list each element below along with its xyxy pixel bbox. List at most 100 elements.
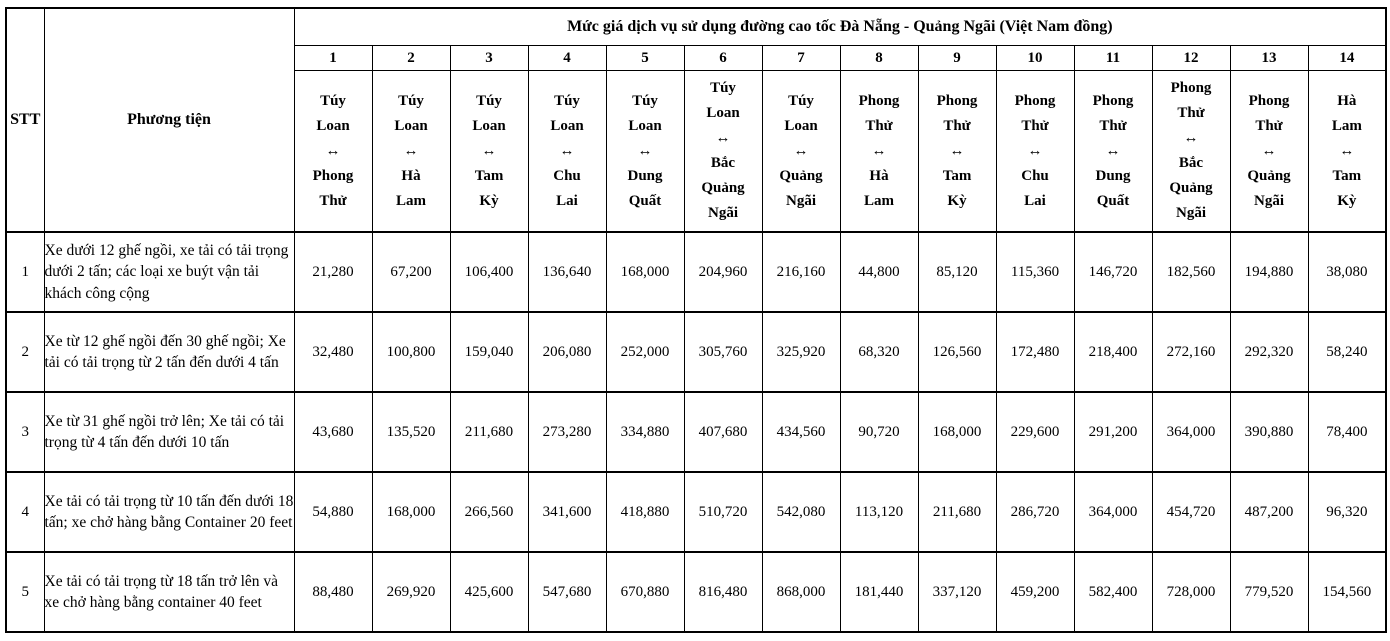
route-header: Túy Loan ↔ Chu Lai bbox=[527, 70, 607, 233]
price-cell: 728,000 bbox=[1151, 551, 1231, 633]
price-cell: 216,160 bbox=[761, 231, 841, 313]
vehicle-description: Xe tải có tải trọng từ 18 tấn trở lên và… bbox=[43, 551, 295, 633]
price-cell: 779,520 bbox=[1229, 551, 1309, 633]
price-cell: 273,280 bbox=[527, 391, 607, 473]
price-cell: 172,480 bbox=[995, 311, 1075, 393]
price-cell: 425,600 bbox=[449, 551, 529, 633]
table-row: 4 Xe tải có tải trọng từ 10 tấn đến dưới… bbox=[5, 471, 1387, 553]
price-cell: 211,680 bbox=[917, 471, 997, 553]
price-cell: 670,880 bbox=[605, 551, 685, 633]
price-cell: 390,880 bbox=[1229, 391, 1309, 473]
column-number: 11 bbox=[1073, 45, 1153, 71]
price-cell: 269,920 bbox=[371, 551, 451, 633]
column-number: 6 bbox=[683, 45, 763, 71]
table-row: 3 Xe từ 31 ghế ngồi trở lên; Xe tải có t… bbox=[5, 391, 1387, 473]
table-title: Mức giá dịch vụ sử dụng đường cao tốc Đà… bbox=[293, 7, 1387, 46]
price-cell: 816,480 bbox=[683, 551, 763, 633]
route-header: Phong Thử ↔ Tam Kỳ bbox=[917, 70, 997, 233]
row-index: 3 bbox=[5, 391, 45, 473]
price-cell: 113,120 bbox=[839, 471, 919, 553]
row-index: 4 bbox=[5, 471, 45, 553]
price-cell: 218,400 bbox=[1073, 311, 1153, 393]
route-header: Túy Loan ↔ Quảng Ngãi bbox=[761, 70, 841, 233]
table-row: 2 Xe từ 12 ghế ngồi đến 30 ghế ngồi; Xe … bbox=[5, 311, 1387, 393]
price-cell: 90,720 bbox=[839, 391, 919, 473]
price-cell: 32,480 bbox=[293, 311, 373, 393]
price-cell: 292,320 bbox=[1229, 311, 1309, 393]
price-cell: 58,240 bbox=[1307, 311, 1387, 393]
row-index: 5 bbox=[5, 551, 45, 633]
column-number: 9 bbox=[917, 45, 997, 71]
vehicle-description: Xe từ 12 ghế ngồi đến 30 ghế ngồi; Xe tả… bbox=[43, 311, 295, 393]
price-cell: 88,480 bbox=[293, 551, 373, 633]
price-cell: 434,560 bbox=[761, 391, 841, 473]
price-cell: 868,000 bbox=[761, 551, 841, 633]
price-cell: 454,720 bbox=[1151, 471, 1231, 553]
route-header: Túy Loan ↔ Tam Kỳ bbox=[449, 70, 529, 233]
price-cell: 115,360 bbox=[995, 231, 1075, 313]
price-cell: 364,000 bbox=[1151, 391, 1231, 473]
column-number: 8 bbox=[839, 45, 919, 71]
price-cell: 21,280 bbox=[293, 231, 373, 313]
price-cell: 364,000 bbox=[1073, 471, 1153, 553]
price-cell: 136,640 bbox=[527, 231, 607, 313]
price-cell: 206,080 bbox=[527, 311, 607, 393]
price-cell: 126,560 bbox=[917, 311, 997, 393]
price-cell: 341,600 bbox=[527, 471, 607, 553]
route-header: Túy Loan ↔ Dung Quất bbox=[605, 70, 685, 233]
price-cell: 135,520 bbox=[371, 391, 451, 473]
column-number: 2 bbox=[371, 45, 451, 71]
price-cell: 459,200 bbox=[995, 551, 1075, 633]
price-cell: 542,080 bbox=[761, 471, 841, 553]
price-cell: 204,960 bbox=[683, 231, 763, 313]
vehicle-header: Phương tiện bbox=[43, 7, 295, 233]
route-header: Phong Thử ↔ Dung Quất bbox=[1073, 70, 1153, 233]
price-cell: 168,000 bbox=[917, 391, 997, 473]
price-cell: 159,040 bbox=[449, 311, 529, 393]
price-cell: 286,720 bbox=[995, 471, 1075, 553]
route-header: Túy Loan ↔ Hà Lam bbox=[371, 70, 451, 233]
row-index: 2 bbox=[5, 311, 45, 393]
column-number: 3 bbox=[449, 45, 529, 71]
column-number: 5 bbox=[605, 45, 685, 71]
price-cell: 146,720 bbox=[1073, 231, 1153, 313]
price-cell: 54,880 bbox=[293, 471, 373, 553]
price-cell: 582,400 bbox=[1073, 551, 1153, 633]
price-cell: 325,920 bbox=[761, 311, 841, 393]
route-header: Túy Loan ↔ Bắc Quảng Ngãi bbox=[683, 70, 763, 233]
price-cell: 100,800 bbox=[371, 311, 451, 393]
price-cell: 106,400 bbox=[449, 231, 529, 313]
route-header: Túy Loan ↔ Phong Thử bbox=[293, 70, 373, 233]
price-cell: 182,560 bbox=[1151, 231, 1231, 313]
price-cell: 43,680 bbox=[293, 391, 373, 473]
column-number: 1 bbox=[293, 45, 373, 71]
price-cell: 305,760 bbox=[683, 311, 763, 393]
price-cell: 78,400 bbox=[1307, 391, 1387, 473]
price-cell: 266,560 bbox=[449, 471, 529, 553]
price-cell: 547,680 bbox=[527, 551, 607, 633]
price-cell: 211,680 bbox=[449, 391, 529, 473]
price-cell: 229,600 bbox=[995, 391, 1075, 473]
table-row: 5 Xe tải có tải trọng từ 18 tấn trở lên … bbox=[5, 551, 1387, 633]
price-cell: 252,000 bbox=[605, 311, 685, 393]
price-cell: 168,000 bbox=[371, 471, 451, 553]
price-cell: 44,800 bbox=[839, 231, 919, 313]
vehicle-description: Xe dưới 12 ghế ngồi, xe tải có tải trọng… bbox=[43, 231, 295, 313]
price-cell: 337,120 bbox=[917, 551, 997, 633]
route-header: Phong Thử ↔ Bắc Quảng Ngãi bbox=[1151, 70, 1231, 233]
price-cell: 67,200 bbox=[371, 231, 451, 313]
price-cell: 487,200 bbox=[1229, 471, 1309, 553]
price-cell: 38,080 bbox=[1307, 231, 1387, 313]
column-number: 10 bbox=[995, 45, 1075, 71]
price-cell: 96,320 bbox=[1307, 471, 1387, 553]
price-cell: 194,880 bbox=[1229, 231, 1309, 313]
route-header: Phong Thử ↔ Hà Lam bbox=[839, 70, 919, 233]
vehicle-description: Xe từ 31 ghế ngồi trở lên; Xe tải có tải… bbox=[43, 391, 295, 473]
column-number: 12 bbox=[1151, 45, 1231, 71]
price-cell: 168,000 bbox=[605, 231, 685, 313]
price-cell: 418,880 bbox=[605, 471, 685, 553]
column-number: 13 bbox=[1229, 45, 1309, 71]
price-cell: 154,560 bbox=[1307, 551, 1387, 633]
column-number: 4 bbox=[527, 45, 607, 71]
title-row: STT Phương tiện Mức giá dịch vụ sử dụng … bbox=[5, 7, 1387, 233]
